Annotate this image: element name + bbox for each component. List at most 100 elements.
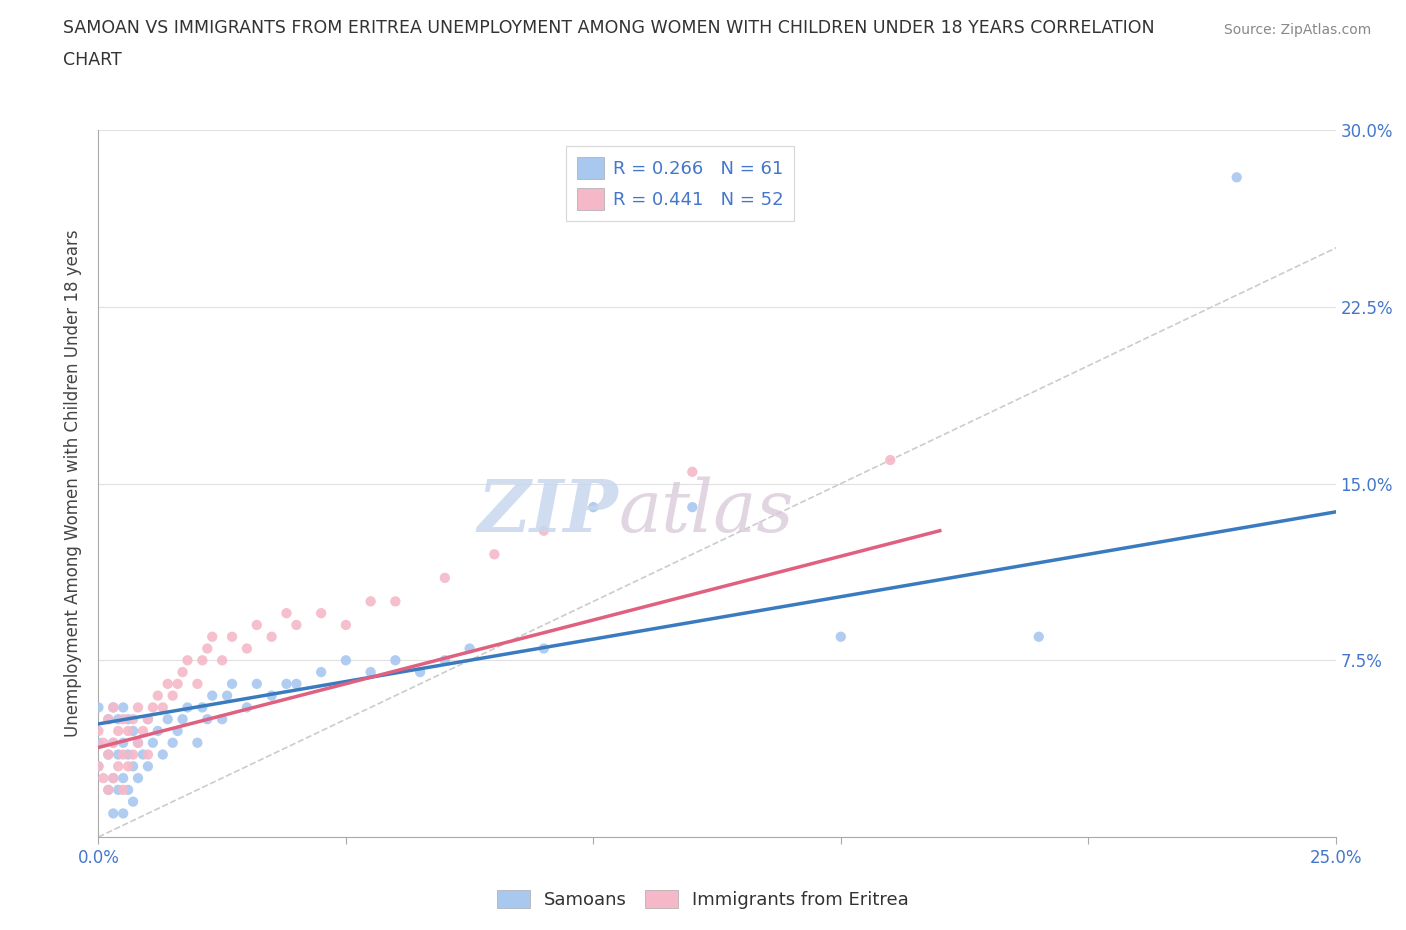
Point [93,771,115,786]
Point [681,464,703,479]
Point [221,676,243,691]
Point [87,724,110,738]
Text: SAMOAN VS IMMIGRANTS FROM ERITREA UNEMPLOYMENT AMONG WOMEN WITH CHILDREN UNDER 1: SAMOAN VS IMMIGRANTS FROM ERITREA UNEMPL… [63,19,1154,36]
Point [97,747,120,762]
Point [176,700,198,715]
Point [107,724,129,738]
Point [384,594,406,609]
Point [186,736,208,751]
Point [211,653,233,668]
Point [142,700,165,715]
Point [122,711,145,726]
Legend: Samoans, Immigrants from Eritrea: Samoans, Immigrants from Eritrea [491,883,915,916]
Point [127,771,149,786]
Point [107,747,129,762]
Point [136,711,159,726]
Point [132,747,155,762]
Point [236,641,259,656]
Point [107,759,129,774]
Point [162,736,184,751]
Point [533,524,555,538]
Point [433,570,456,585]
Point [309,665,332,680]
Point [186,676,208,691]
Point [103,736,125,751]
Point [93,736,115,751]
Point [136,711,159,726]
Point [87,759,110,774]
Point [112,700,135,715]
Point [122,747,145,762]
Point [97,782,120,797]
Point [166,724,188,738]
Point [103,771,125,786]
Point [236,700,259,715]
Point [433,653,456,668]
Point [830,630,852,644]
Point [221,630,243,644]
Point [107,711,129,726]
Point [97,747,120,762]
Point [103,700,125,715]
Point [87,700,110,715]
Point [122,759,145,774]
Point [117,724,139,738]
Point [156,711,179,726]
Point [136,747,159,762]
Point [112,711,135,726]
Point [97,782,120,797]
Point [112,806,135,821]
Point [191,653,214,668]
Point [103,700,125,715]
Point [127,700,149,715]
Point [127,736,149,751]
Point [112,771,135,786]
Point [112,736,135,751]
Point [335,653,357,668]
Point [152,700,174,715]
Point [146,724,169,738]
Point [156,676,179,691]
Text: ZIP: ZIP [477,476,619,548]
Point [409,665,432,680]
Point [117,747,139,762]
Text: atlas: atlas [619,476,793,547]
Point [136,759,159,774]
Point [132,724,155,738]
Point [97,711,120,726]
Point [195,711,218,726]
Point [360,594,382,609]
Point [117,759,139,774]
Point [582,499,605,514]
Point [458,641,481,656]
Point [112,782,135,797]
Point [112,747,135,762]
Text: Source: ZipAtlas.com: Source: ZipAtlas.com [1223,23,1371,37]
Point [162,688,184,703]
Point [681,499,703,514]
Point [117,782,139,797]
Point [285,676,308,691]
Point [211,711,233,726]
Point [191,700,214,715]
Point [260,630,283,644]
Point [201,688,224,703]
Point [309,605,332,620]
Point [246,618,269,632]
Point [97,711,120,726]
Point [1226,170,1249,185]
Point [103,806,125,821]
Point [87,736,110,751]
Text: CHART: CHART [63,51,122,69]
Point [107,782,129,797]
Point [260,688,283,703]
Point [285,618,308,632]
Point [217,688,239,703]
Point [103,771,125,786]
Point [146,688,169,703]
Point [122,724,145,738]
Legend: R = 0.266   N = 61, R = 0.441   N = 52: R = 0.266 N = 61, R = 0.441 N = 52 [565,146,794,221]
Point [195,641,218,656]
Point [276,676,298,691]
Point [360,665,382,680]
